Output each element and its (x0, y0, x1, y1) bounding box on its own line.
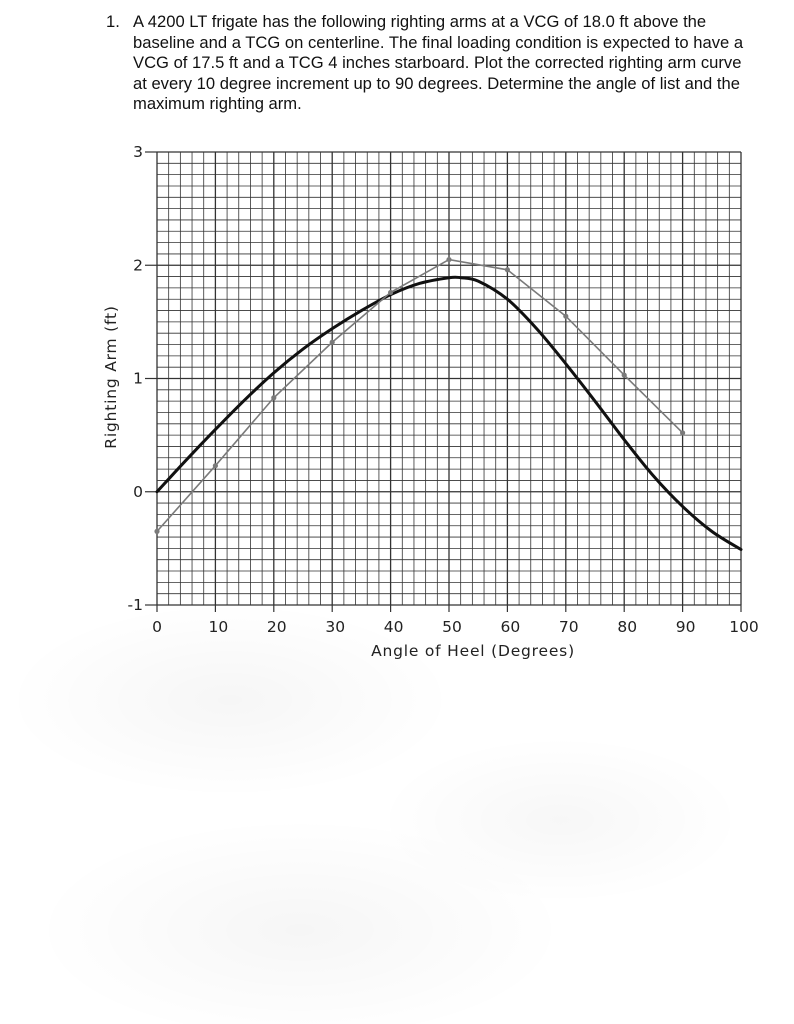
x-tick-label: 0 (152, 618, 162, 636)
y-axis-label: Righting Arm (ft) (102, 305, 120, 448)
data-point-marker (504, 267, 510, 273)
problem-number: 1. (106, 12, 120, 31)
x-tick-label: 90 (676, 618, 696, 636)
x-tick-label: 50 (442, 618, 462, 636)
data-point-marker (212, 463, 218, 469)
x-axis-label: Angle of Heel (Degrees) (371, 642, 575, 660)
x-tick-label: 60 (501, 618, 521, 636)
x-tick-label: 20 (267, 618, 287, 636)
data-point-marker (329, 339, 335, 345)
x-tick-label: 10 (209, 618, 229, 636)
x-tick-label: 100 (729, 618, 759, 636)
data-point-marker (154, 528, 160, 534)
y-tick-label: 1 (133, 370, 143, 388)
x-tick-label: 70 (559, 618, 579, 636)
chart-series (154, 256, 743, 552)
problem-text: A 4200 LT frigate has the following righ… (133, 12, 744, 113)
data-point-marker (446, 256, 452, 263)
chart-axes: 0 10 20 30 40 50 60 70 80 90 100 -1 0 1 2 3 (128, 143, 759, 636)
data-point-marker (271, 395, 277, 401)
x-tick-label: 30 (325, 618, 345, 636)
y-tick-label: -1 (128, 596, 143, 614)
righting-arm-curve-thin (156, 258, 684, 532)
x-tick-label: 80 (617, 618, 637, 636)
y-tick-label: 2 (133, 256, 143, 274)
x-tick-label: 40 (384, 618, 404, 636)
data-point-marker (388, 289, 394, 296)
y-tick-label: 0 (133, 483, 143, 501)
data-point-marker (563, 313, 569, 319)
chart-grid (156, 151, 742, 606)
righting-arm-curve-thick (155, 275, 743, 552)
y-tick-label: 3 (133, 143, 143, 161)
data-point-marker (680, 430, 686, 436)
data-point-marker (621, 372, 627, 378)
problem-statement: 1. A 4200 LT frigate has the following r… (106, 12, 746, 115)
